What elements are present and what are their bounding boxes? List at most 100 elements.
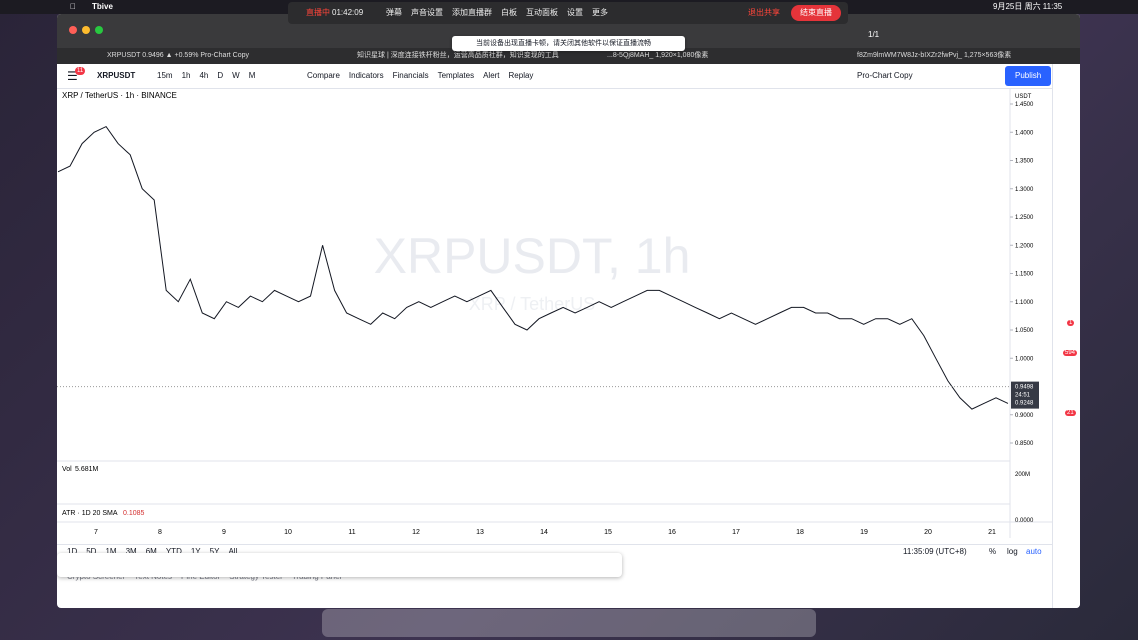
dock [322,609,816,637]
sidebar-badge: 21 [1065,410,1076,416]
x-tick-label: 18 [796,529,804,536]
interval[interactable]: 1h [181,71,191,80]
layout-name[interactable]: Pro-Chart Copy [857,71,913,80]
ranges: 1D 5D 1M 3M 6M YTD 1Y 5Y All [67,545,246,559]
interval[interactable]: D [217,71,224,80]
tab[interactable]: ...8-5Qj8MAH_ 1,920×1,080像素 [607,52,709,59]
atr-label: ATR · 1D 20 SMA [62,510,118,517]
tab[interactable]: f8Zm9lmWM7W8Jz-bIXZr2fwPvj_ 1,275×563像素 [857,52,1012,59]
tab[interactable]: 知识星球 | 深度连接铁杆粉丝，运营高品质社群，知识变现的工具 [357,52,559,59]
live-item[interactable]: 弹幕 [386,8,402,17]
y-tick-label: 1.0000 [1015,356,1034,362]
live-items: 弹幕 声音设置 添加直播群 白板 互动面板 设置 更多 [386,2,617,24]
tab[interactable]: XRPUSDT 0.9496 ▲ +0.59% Pro-Chart Copy [107,52,250,59]
range[interactable]: 3M [125,547,137,556]
range[interactable]: 1M [105,547,117,556]
interval[interactable]: W [232,71,240,80]
pager: 1/1 [868,30,880,39]
auto[interactable]: auto [1026,547,1042,556]
y-tick-label: 1.3000 [1015,187,1034,193]
tab-row: XRPUSDT 0.9496 ▲ +0.59% Pro-Chart Copy 知识… [57,48,1080,64]
badge: 11 [75,67,86,75]
atr-value: 0.1085 [123,510,145,517]
range[interactable]: 5Y [209,547,220,556]
browser: XRPUSDT 0.9496 ▲ +0.59% Pro-Chart Copy 知识… [57,14,1080,608]
x-tick-label: 7 [94,529,98,536]
x-tick-label: 12 [412,529,420,536]
toolbar-button[interactable]: Replay [508,71,534,80]
toolbar-button[interactable]: Indicators [348,71,384,80]
log[interactable]: log [1007,547,1018,556]
x-tick-label: 14 [540,529,548,536]
y-tick-label: 1.4000 [1015,130,1034,136]
x-tick-label: 20 [924,529,932,536]
live-item[interactable]: 声音设置 [411,8,443,17]
app-name: Tbive [92,2,113,11]
y-tick-label: 1.2500 [1015,215,1034,221]
watermark-sub: XRP / TetherUS [469,294,595,314]
interval[interactable]: 15m [157,71,173,80]
x-tick-label: 9 [222,529,226,536]
y-tick-label: 0.8500 [1015,441,1034,447]
bottom-bar: 1D 5D 1M 3M 6M YTD 1Y 5Y All 11:35:09 (UTC+8) % … [57,544,1052,559]
range[interactable]: YTD [165,547,182,556]
live-item[interactable]: 设置 [567,8,583,17]
live-item[interactable]: 更多 [592,8,608,17]
share[interactable]: 退出共享 [748,8,780,17]
end-live[interactable]: 结束直播 [791,5,841,21]
last-price-box [1011,381,1039,409]
range[interactable]: 6M [145,547,157,556]
sidebar-badge: 594 [1063,350,1078,356]
toolbar-button[interactable]: Financials [392,71,429,80]
atr-axis: 0.0000 [1015,518,1034,524]
legend: XRP / TetherUS · 1h · BINANCE [62,91,177,100]
interval[interactable]: M [248,71,256,80]
currency: USDT [1015,94,1032,100]
vol-label: Vol [62,466,72,473]
x-tick-label: 21 [988,529,996,536]
live-bar: 直播中 01:42:09 弹幕 声音设置 添加直播群 白板 互动面板 设置 更多 退出共享 … [288,2,848,24]
vol-value: 5.681M [75,466,99,473]
live-item[interactable]: 互动面板 [526,8,558,17]
time: 11:35:09 (UTC+8) [903,547,967,556]
x-tick-label: 11 [348,529,355,536]
y-tick-label: 1.3500 [1015,159,1034,165]
drawing-bar [57,553,622,577]
banner-text: 当前设备出现直播卡顿，请关闭其他软件以保证直播流畅 [476,40,651,47]
watermark: XRPUSDT, 1h [374,228,691,284]
live-item[interactable]: 白板 [501,8,517,17]
toolbar-buttons: Compare Indicators Financials Templates Aler… [307,64,542,88]
banner: 当前设备出现直播卡顿，请关闭其他软件以保证直播流畅 [452,36,685,51]
countdown: 24:51 [1015,393,1031,399]
timer: 01:42:09 [332,8,364,17]
toolbar-button[interactable]: Compare [307,71,340,80]
y-tick-label: 0.9000 [1015,413,1034,419]
range[interactable]: 1Y [190,547,201,556]
symbol[interactable]: XRPUSDT [97,71,136,80]
interval[interactable]: 4h [199,71,209,80]
x-tick-label: 16 [668,529,676,536]
price-line [57,125,1009,410]
intervals: 15m 1h 4h D W M [157,64,264,88]
y-tick-label: 1.1500 [1015,272,1034,278]
low-price: 0.9248 [1015,401,1034,407]
vol-axis: 200M [1015,472,1030,478]
x-tick-label: 15 [604,529,612,536]
recording: 直播中 [306,8,330,17]
x-tick-label: 17 [732,529,740,536]
chart: XRP / TetherUS · 1h · BINANCE XRPUSDT, 1… [57,88,1052,538]
toolbar-button[interactable]: Templates [437,71,475,80]
y-tick-label: 1.4500 [1015,102,1034,108]
x-tick-label: 19 [860,529,868,536]
y-tick-label: 1.0500 [1015,328,1034,334]
x-tick-label: 8 [158,529,162,536]
range[interactable]: 1D [67,547,78,556]
publish-button[interactable]: Publish [1005,66,1052,86]
sidebar: 1 594 21 [1052,64,1080,608]
range[interactable]: All [228,547,238,556]
percent[interactable]: % [989,547,997,556]
toolbar-button[interactable]: Alert [483,71,500,80]
y-tick-label: 1.2000 [1015,243,1034,249]
live-item[interactable]: 添加直播群 [452,8,492,17]
range[interactable]: 5D [86,547,97,556]
